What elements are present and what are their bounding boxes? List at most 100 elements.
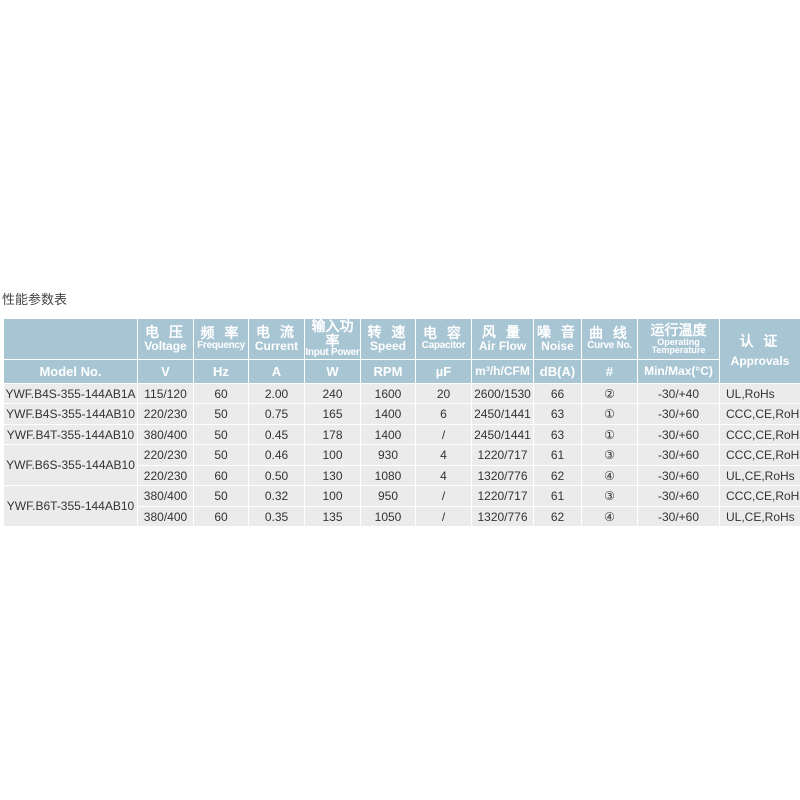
header-power: 输入功率 Input Power (304, 318, 361, 360)
header-speed: 转 速 Speed (360, 318, 416, 360)
cell-appr: UL,CE,RoHs (719, 505, 800, 528)
cell-a: 2.00 (248, 382, 305, 405)
cell-rpm: 1050 (360, 505, 416, 528)
cell-model: YWF.B4S-355-144AB1A (3, 382, 138, 405)
header-temp: 运行温度 Operating Temperature (637, 318, 720, 360)
cell-a: 0.32 (248, 485, 305, 507)
cell-model: YWF.B4S-355-144AB10 (3, 403, 138, 425)
cell-hz: 50 (193, 444, 249, 466)
cell-a: 0.50 (248, 464, 305, 487)
cell-v: 380/400 (137, 485, 194, 507)
cell-v: 380/400 (137, 423, 194, 446)
cell-uf: / (415, 423, 472, 446)
cell-hz: 60 (193, 464, 249, 487)
cell-appr: UL,RoHs (719, 382, 800, 405)
cell-uf: 4 (415, 464, 472, 487)
cell-air: 1220/717 (471, 485, 534, 507)
unit-power: W (304, 358, 361, 384)
cell-w: 100 (304, 444, 361, 466)
unit-airflow: m³/h/CFM (471, 358, 534, 384)
cell-w: 165 (304, 403, 361, 425)
cell-curve: ① (581, 403, 638, 425)
cell-air: 1320/776 (471, 464, 534, 487)
table-row: 220/230 60 0.50 130 1080 4 1320/776 62 ④ -30/+60 U… (4, 464, 800, 487)
cell-hz: 50 (193, 485, 249, 507)
header-row-units: Model No. V Hz A W RPM µF m³/h/CFM dB(A)… (3, 358, 800, 384)
cell-rpm: 1400 (360, 423, 416, 446)
cell-db: 61 (533, 485, 582, 507)
cell-air: 1220/717 (471, 444, 534, 466)
cell-temp: -30/+60 (637, 505, 720, 528)
header-current: 电 流 Current (248, 318, 305, 360)
cell-v: 220/230 (137, 444, 194, 466)
unit-capacitor: µF (415, 358, 472, 384)
cell-model: YWF.B6S-355-144AB10 (3, 444, 138, 487)
cell-db: 62 (533, 505, 582, 528)
cell-hz: 50 (193, 423, 249, 446)
unit-curve: # (581, 358, 638, 384)
header-airflow: 风 量 Air Flow (471, 318, 534, 360)
cell-temp: -30/+60 (637, 403, 720, 425)
cell-v: 380/400 (137, 505, 194, 528)
cell-curve: ① (581, 423, 638, 446)
cell-db: 63 (533, 423, 582, 446)
unit-speed: RPM (360, 358, 416, 384)
cell-uf: / (415, 485, 472, 507)
cell-uf: 6 (415, 403, 472, 425)
cell-curve: ② (581, 382, 638, 405)
cell-a: 0.35 (248, 505, 305, 528)
cell-w: 130 (304, 464, 361, 487)
cell-curve: ④ (581, 505, 638, 528)
cell-curve: ③ (581, 444, 638, 466)
cell-rpm: 930 (360, 444, 416, 466)
cell-hz: 50 (193, 403, 249, 425)
cell-air: 2600/1530 (471, 382, 534, 405)
cell-air: 1320/776 (471, 505, 534, 528)
cell-appr: CCC,CE,RoHs (719, 423, 800, 446)
cell-model: YWF.B4T-355-144AB10 (3, 423, 138, 446)
cell-model: YWF.B6T-355-144AB10 (3, 485, 138, 528)
cell-rpm: 1600 (360, 382, 416, 405)
cell-rpm: 1400 (360, 403, 416, 425)
cell-a: 0.46 (248, 444, 305, 466)
cell-hz: 60 (193, 382, 249, 405)
page-title: 性能参数表 (2, 292, 68, 307)
cell-temp: -30/+60 (637, 444, 720, 466)
cell-temp: -30/+40 (637, 382, 720, 405)
header-curve: 曲 线 Curve No. (581, 318, 638, 360)
cell-uf: 20 (415, 382, 472, 405)
table-row: YWF.B4S-355-144AB10 220/230 50 0.75 165 1400 6… (3, 403, 800, 425)
cell-db: 62 (533, 464, 582, 487)
header-blank (3, 318, 138, 360)
unit-frequency: Hz (193, 358, 249, 384)
table-row: YWF.B6T-355-144AB10 380/400 50 0.32 100 950/1… (3, 485, 800, 528)
cell-w: 100 (304, 485, 361, 507)
cell-appr: CCC,CE,RoHs (719, 485, 800, 507)
cell-db: 61 (533, 444, 582, 466)
cell-v: 220/230 (137, 403, 194, 425)
cell-db: 66 (533, 382, 582, 405)
cell-appr: CCC,CE,RoHs (719, 403, 800, 425)
cell-rpm: 950 (360, 485, 416, 507)
cell-a: 0.75 (248, 403, 305, 425)
cell-temp: -30/+60 (637, 423, 720, 446)
cell-uf: 4 (415, 444, 472, 466)
cell-air: 2450/1441 (471, 423, 534, 446)
header-voltage: 电 压 Voltage (137, 318, 194, 360)
cell-uf: / (415, 505, 472, 528)
header-capacitor: 电 容 Capacitor (415, 318, 472, 360)
table-row: YWF.B6S-355-144AB10 220/230 50 0.46 100 930 4 1… (3, 444, 800, 487)
table-row: YWF.B4T-355-144AB10 380/400 50 0.45 178 1400/… (3, 423, 800, 446)
cell-appr: UL,CE,RoHs (719, 464, 800, 487)
cell-curve: ④ (581, 464, 638, 487)
cell-w: 135 (304, 505, 361, 528)
cell-db: 63 (533, 403, 582, 425)
unit-noise: dB(A) (533, 358, 582, 384)
performance-table: 电 压 Voltage 频 率 Frequency 电 流 Current 输入功率 I… (3, 318, 800, 528)
cell-air: 2450/1441 (471, 403, 534, 425)
cell-curve: ③ (581, 485, 638, 507)
unit-temp: Min/Max(°C) (637, 358, 720, 384)
cell-v: 220/230 (137, 464, 194, 487)
cell-w: 240 (304, 382, 361, 405)
cell-v: 115/120 (137, 382, 194, 405)
